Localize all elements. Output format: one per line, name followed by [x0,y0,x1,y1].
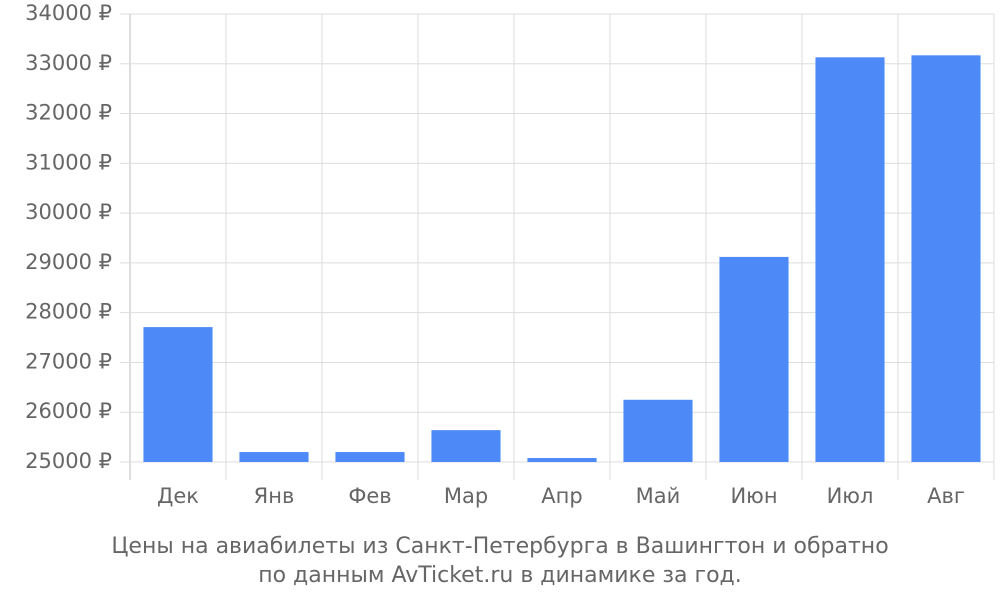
bar [335,452,405,462]
bar [623,399,693,462]
y-tick-label: 33000 ₽ [25,51,112,75]
y-tick-label: 32000 ₽ [25,101,112,125]
y-tick-label: 28000 ₽ [25,300,112,324]
y-tick-label: 31000 ₽ [25,150,112,174]
y-tick-label: 30000 ₽ [25,200,112,224]
y-tick-label: 26000 ₽ [25,399,112,423]
bar [527,458,597,462]
x-tick-label: Июл [827,484,874,508]
x-tick-label: Авг [927,484,965,508]
x-tick-label: Дек [157,484,199,508]
bar [431,430,501,462]
chart-title: по данным AvTicket.ru в динамике за год. [258,563,742,588]
y-tick-label: 27000 ₽ [25,349,112,373]
x-tick-label: Апр [541,484,582,508]
x-tick-label: Фев [348,484,391,508]
x-tick-label: Янв [254,484,295,508]
bar [239,452,309,462]
bar [143,327,213,462]
x-tick-label: Мар [444,484,488,508]
y-tick-label: 25000 ₽ [25,449,112,473]
bar [911,55,981,463]
x-tick-label: Май [636,484,681,508]
x-tick-label: Июн [730,484,777,508]
bar [719,256,789,462]
y-tick-label: 34000 ₽ [25,1,112,25]
bar [815,57,885,462]
y-tick-label: 29000 ₽ [25,250,112,274]
chart-title: Цены на авиабилеты из Санкт-Петербурга в… [111,534,888,559]
